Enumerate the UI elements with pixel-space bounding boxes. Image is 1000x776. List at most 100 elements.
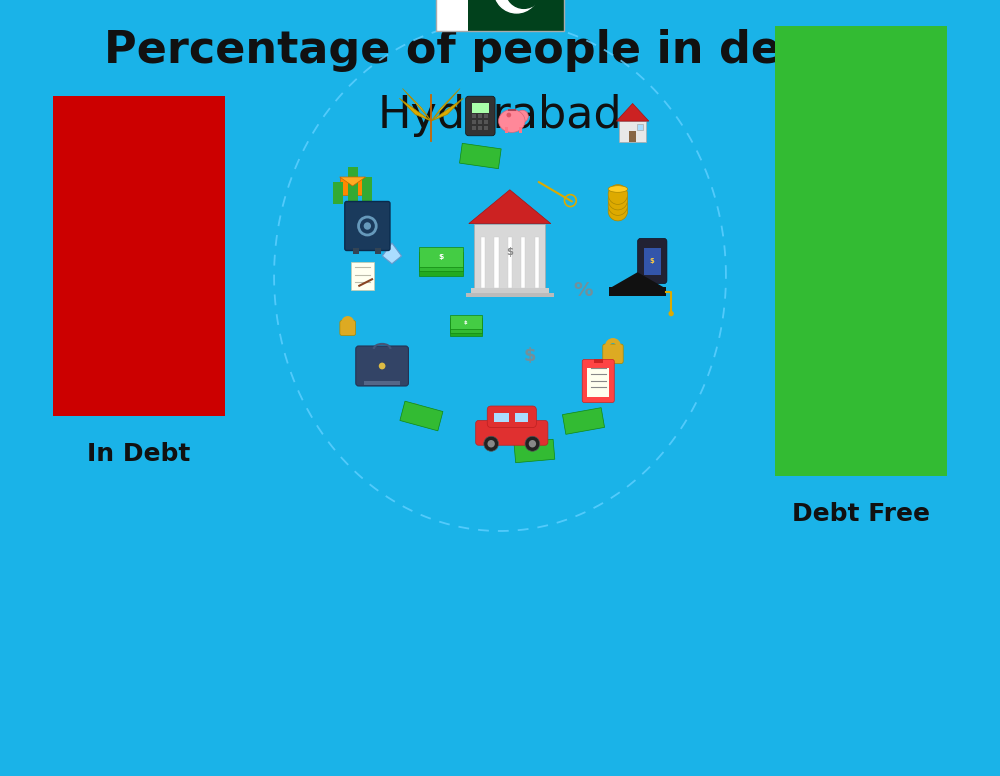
Bar (478, 126, 482, 130)
Circle shape (364, 222, 371, 230)
FancyBboxPatch shape (466, 96, 495, 136)
Polygon shape (402, 88, 431, 121)
Polygon shape (611, 272, 664, 287)
Text: 35%: 35% (63, 330, 215, 392)
Text: Percentage of people in debt in: Percentage of people in debt in (104, 29, 896, 72)
Text: %: % (574, 282, 593, 300)
Bar (340, 177, 366, 195)
Circle shape (668, 311, 674, 317)
Circle shape (608, 185, 628, 204)
Bar (619, 121, 646, 142)
Bar (494, 413, 509, 422)
Bar (436, 0, 468, 31)
Bar (644, 248, 661, 275)
Bar (775, 26, 947, 476)
Bar (508, 237, 512, 289)
Text: $: $ (523, 347, 536, 365)
Ellipse shape (608, 185, 628, 192)
Bar (472, 126, 476, 130)
Bar (400, 401, 443, 431)
Text: $: $ (438, 263, 444, 269)
Circle shape (608, 190, 628, 210)
FancyBboxPatch shape (345, 202, 390, 251)
Circle shape (529, 440, 536, 448)
Bar (53, 96, 225, 416)
Bar (375, 248, 381, 255)
Bar (471, 289, 549, 293)
Bar (519, 127, 522, 133)
Bar (562, 407, 605, 435)
Circle shape (484, 436, 499, 452)
FancyBboxPatch shape (582, 359, 614, 403)
Bar (472, 103, 489, 113)
Polygon shape (431, 88, 460, 121)
Bar (535, 237, 539, 289)
Text: $: $ (464, 327, 467, 331)
Bar (419, 251, 463, 272)
Text: $: $ (438, 258, 444, 265)
Bar (436, 0, 564, 31)
Bar (484, 120, 488, 124)
Text: $: $ (464, 320, 467, 325)
Bar (638, 113, 642, 121)
Bar (609, 287, 666, 296)
Polygon shape (469, 190, 551, 223)
Bar (521, 237, 525, 289)
Bar (515, 413, 528, 422)
Bar (484, 126, 488, 130)
Circle shape (525, 436, 540, 452)
Bar (474, 223, 545, 289)
Circle shape (379, 362, 385, 369)
Bar (637, 124, 643, 130)
Circle shape (608, 196, 628, 216)
Bar (466, 293, 554, 297)
Bar (450, 322, 482, 336)
Bar (481, 237, 485, 289)
Circle shape (608, 201, 628, 221)
Polygon shape (431, 99, 463, 121)
Bar (505, 127, 508, 133)
Bar (484, 114, 488, 119)
Bar (450, 318, 482, 333)
Text: In Debt: In Debt (87, 442, 191, 466)
FancyBboxPatch shape (340, 320, 356, 335)
Text: $: $ (650, 258, 655, 264)
Ellipse shape (499, 109, 525, 133)
Circle shape (487, 440, 495, 448)
Bar (348, 167, 358, 204)
Bar (353, 248, 359, 255)
Bar (514, 439, 555, 462)
FancyBboxPatch shape (603, 344, 623, 363)
Bar (587, 368, 609, 397)
Bar (450, 315, 482, 330)
Text: %: % (403, 402, 420, 420)
Bar (362, 177, 372, 204)
Text: 65%: 65% (785, 390, 938, 452)
Polygon shape (382, 243, 402, 264)
Text: $: $ (506, 248, 513, 258)
Polygon shape (340, 177, 366, 186)
Bar (478, 120, 482, 124)
Bar (419, 248, 463, 267)
Polygon shape (399, 99, 431, 121)
Text: Debt Free: Debt Free (792, 502, 930, 526)
Circle shape (517, 110, 528, 122)
FancyBboxPatch shape (487, 406, 536, 428)
Bar (468, 0, 564, 31)
Text: Hyderabad: Hyderabad (378, 95, 622, 137)
Bar (333, 182, 343, 204)
Bar (478, 114, 482, 119)
Bar (472, 120, 476, 124)
Bar (494, 237, 499, 289)
FancyBboxPatch shape (356, 346, 408, 386)
FancyBboxPatch shape (638, 238, 667, 283)
Circle shape (506, 0, 542, 9)
FancyBboxPatch shape (476, 421, 548, 445)
Bar (594, 359, 603, 363)
Bar (629, 131, 636, 142)
Bar (460, 144, 501, 168)
Bar (364, 381, 400, 385)
Bar (419, 256, 463, 276)
Text: $: $ (464, 323, 467, 328)
Circle shape (506, 113, 511, 117)
